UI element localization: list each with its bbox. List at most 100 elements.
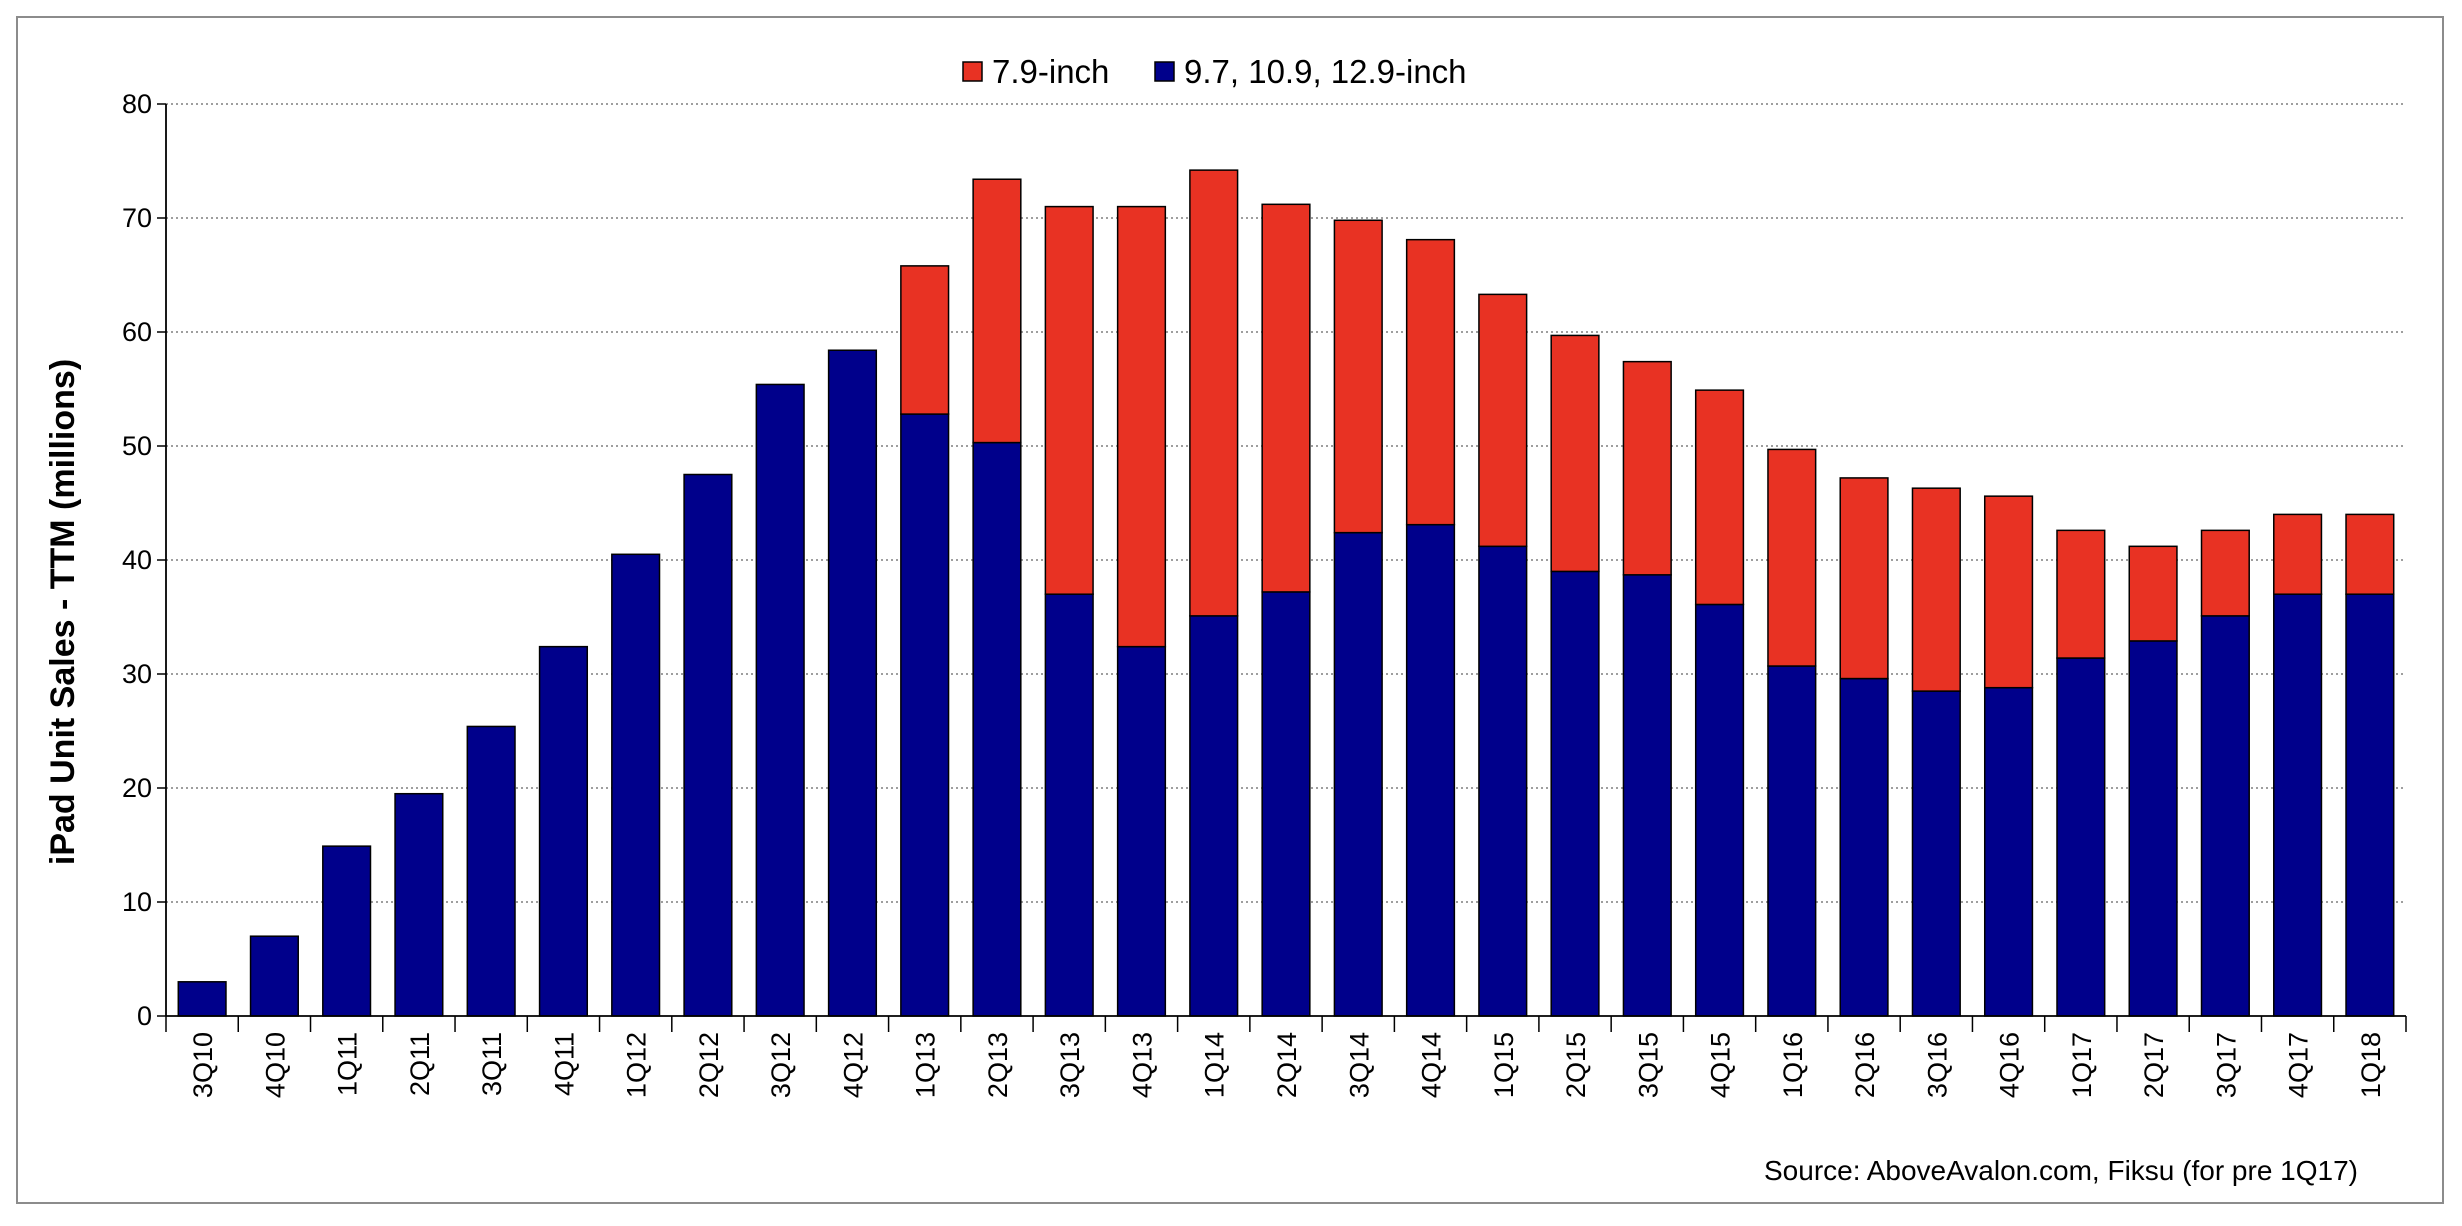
x-tick-label: 3Q10 [188,1032,218,1098]
x-tick-label: 1Q16 [1778,1032,1808,1098]
y-tick-label: 30 [122,659,152,689]
bar-small-4Q14 [1405,238,1456,526]
bar-small-2Q14 [1261,203,1311,593]
y-tick-label: 40 [122,545,152,575]
bar-large-3Q14 [1333,531,1383,1017]
legend-label-red: 7.9-inch [992,53,1109,90]
x-tick-label: 3Q11 [477,1032,507,1096]
x-tick-label: 1Q17 [2067,1032,2097,1098]
bar-large-2Q15 [1550,570,1600,1017]
bars [177,169,2395,1017]
bar-large-2Q13 [972,441,1022,1017]
axes [165,104,2406,1017]
x-tick-label: 1Q11 [333,1032,363,1096]
bar-large-2Q14 [1261,591,1311,1017]
x-tick-label: 4Q10 [260,1032,290,1098]
legend-item-small: 7.9-inch [962,53,1109,90]
bar-small-3Q13 [1044,205,1094,595]
x-tick-label: 1Q14 [1200,1032,1230,1098]
x-tick-label: 4Q14 [1417,1032,1447,1098]
y-tick-labels: 0 10 20 30 40 50 60 70 80 [122,89,152,1031]
y-tick-label: 60 [122,317,152,347]
bar-large-1Q11 [322,845,372,1017]
bar-large-4Q13 [1116,645,1167,1017]
y-tick-label: 0 [137,1001,152,1031]
x-tick-label: 2Q12 [694,1032,724,1098]
bar-small-2Q17 [2128,545,2178,642]
x-tick-label: 2Q13 [983,1032,1013,1098]
bar-small-2Q13 [972,178,1022,444]
x-tick-labels: 3Q10 4Q10 1Q11 2Q11 3Q11 4Q11 1Q12 2Q12 3Q12 4Q12… [188,1032,2386,1098]
x-tick-label: 2Q14 [1272,1032,1302,1098]
y-tick-label: 80 [122,89,152,119]
bar-large-1Q12 [611,553,661,1017]
bar-large-1Q14 [1189,615,1239,1017]
y-tick-label: 70 [122,203,152,233]
bar-small-4Q16 [1983,495,2034,689]
bar-small-1Q14 [1189,169,1239,617]
y-tick-label: 50 [122,431,152,461]
bar-large-3Q16 [1911,690,1961,1017]
bar-large-3Q11 [466,725,516,1017]
bar-large-4Q14 [1405,523,1456,1017]
bar-small-1Q18 [2345,513,2395,595]
bar-large-4Q17 [2273,593,2323,1017]
bar-large-1Q17 [2056,657,2106,1017]
bar-small-3Q17 [2200,529,2250,617]
x-tick-label: 4Q15 [1706,1032,1736,1098]
bar-small-1Q16 [1767,448,1817,667]
bar-small-3Q16 [1911,487,1961,692]
x-tick-label: 2Q17 [2139,1032,2169,1098]
bar-large-1Q16 [1767,665,1817,1017]
bar-small-3Q14 [1333,219,1383,534]
bar-large-4Q11 [538,645,589,1017]
bar-small-4Q15 [1694,389,1745,606]
bar-large-3Q17 [2200,615,2250,1017]
x-tick-label: 2Q11 [405,1032,435,1096]
legend-swatch-red [962,61,983,82]
bar-large-4Q16 [1983,686,2034,1017]
bar-large-4Q12 [827,349,878,1017]
bar-large-3Q12 [755,383,805,1017]
bar-large-2Q17 [2128,640,2178,1017]
x-tick-label: 4Q13 [1127,1032,1157,1098]
bar-large-1Q18 [2345,593,2395,1017]
y-tick-label: 20 [122,773,152,803]
bar-small-3Q15 [1622,360,1672,576]
x-tick-label: 3Q12 [766,1032,796,1098]
bar-small-4Q13 [1116,205,1167,648]
bar-small-1Q13 [900,265,950,415]
legend: 7.9-inch 9.7, 10.9, 12.9-inch [962,53,1467,90]
x-tick-label: 3Q16 [1922,1032,1952,1098]
bar-large-4Q15 [1694,603,1745,1017]
x-tick-label: 1Q13 [911,1032,941,1098]
bar-small-2Q16 [1839,477,1889,680]
bar-large-3Q13 [1044,593,1094,1017]
legend-swatch-blue [1154,61,1175,82]
bar-large-2Q16 [1839,677,1889,1017]
bar-large-1Q13 [900,413,950,1017]
x-tick-label: 3Q14 [1344,1032,1374,1098]
bar-large-2Q12 [683,473,733,1017]
x-tick-label: 3Q15 [1633,1032,1663,1098]
y-axis-title: iPad Unit Sales - TTM (millions) [44,359,82,865]
legend-item-large: 9.7, 10.9, 12.9-inch [1154,53,1467,90]
x-tick-label: 4Q11 [549,1032,579,1096]
bar-small-1Q17 [2056,529,2106,659]
x-tick-label: 2Q16 [1850,1032,1880,1098]
legend-label-blue: 9.7, 10.9, 12.9-inch [1184,53,1467,90]
x-tick-label: 1Q15 [1489,1032,1519,1098]
x-tick-label: 2Q15 [1561,1032,1591,1098]
bar-large-3Q15 [1622,574,1672,1017]
x-tick-label: 3Q17 [2211,1032,2241,1098]
bar-large-4Q10 [249,935,299,1017]
bar-small-1Q15 [1478,293,1528,548]
y-tick-label: 10 [122,887,152,917]
x-tick-label: 4Q17 [2284,1032,2314,1098]
bar-small-4Q17 [2273,513,2323,595]
source-note: Source: AboveAvalon.com, Fiksu (for pre … [1764,1155,2358,1186]
bar-small-2Q15 [1550,334,1600,573]
x-tick-label: 1Q12 [622,1032,652,1098]
bar-large-3Q10 [177,981,227,1017]
